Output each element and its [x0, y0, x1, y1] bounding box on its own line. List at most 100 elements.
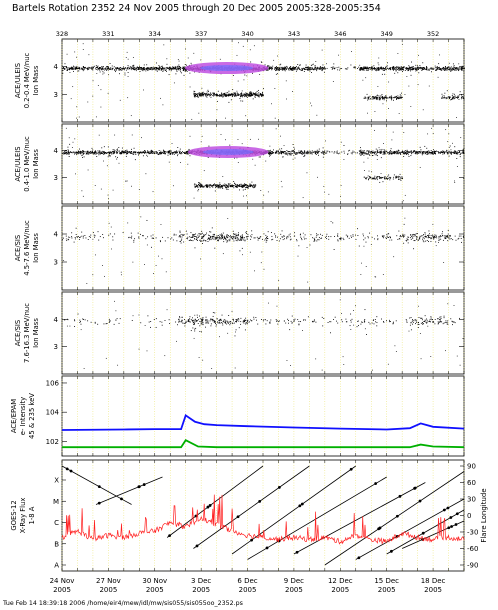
scatter-point — [104, 151, 106, 153]
scatter-point — [194, 96, 196, 98]
scatter-point — [279, 64, 281, 66]
scatter-point — [400, 151, 402, 153]
scatter-point — [441, 68, 443, 70]
scatter-point — [408, 156, 410, 157]
scatter-point — [290, 152, 292, 154]
scatter-point — [178, 64, 180, 66]
scatter-point — [207, 89, 209, 91]
scatter-point — [457, 95, 459, 97]
scatter-point — [274, 117, 276, 119]
scatter-point — [64, 150, 66, 152]
scatter-point — [146, 67, 148, 69]
scatter-point — [234, 94, 236, 96]
scatter-point — [359, 68, 361, 70]
scatter-point — [197, 183, 199, 185]
scatter-point — [276, 66, 277, 68]
scatter-point — [69, 152, 70, 154]
scatter-point — [448, 153, 450, 155]
scatter-point — [426, 66, 428, 68]
scatter-point — [177, 67, 179, 69]
scatter-point — [198, 182, 200, 183]
scatter-point — [399, 67, 401, 68]
scatter-point — [200, 59, 202, 61]
scatter-point — [284, 153, 286, 155]
scatter-point — [333, 63, 335, 65]
scatter-point — [95, 151, 97, 153]
scatter-point — [107, 152, 109, 154]
scatter-point — [448, 66, 450, 68]
scatter-point — [279, 66, 281, 68]
scatter-point — [168, 67, 170, 69]
scatter-point — [373, 152, 375, 154]
scatter-point — [457, 68, 459, 70]
scatter-point — [429, 153, 431, 155]
scatter-point — [146, 69, 148, 71]
scatter-point — [393, 150, 395, 152]
scatter-point — [380, 95, 382, 97]
scatter-point — [149, 151, 151, 153]
scatter-point — [448, 67, 450, 69]
scatter-point — [425, 151, 427, 153]
scatter-point — [352, 150, 354, 152]
scatter-point — [252, 185, 253, 187]
scatter-point — [226, 188, 228, 190]
scatter-point — [231, 185, 233, 187]
scatter-point — [317, 151, 318, 153]
scatter-point — [120, 68, 122, 69]
scatter-point — [311, 150, 313, 152]
scatter-point — [418, 151, 420, 153]
scatter-point — [314, 64, 316, 66]
scatter-point — [269, 145, 271, 147]
scatter-point — [300, 151, 302, 153]
scatter-point — [133, 153, 135, 155]
scatter-point — [159, 153, 161, 155]
scatter-point — [363, 67, 365, 69]
scatter-point — [286, 153, 288, 155]
scatter-point — [178, 152, 180, 154]
scatter-point — [138, 67, 140, 68]
scatter-point — [381, 73, 383, 75]
scatter-point — [423, 151, 425, 152]
scatter-point — [441, 95, 443, 97]
scatter-point — [452, 63, 454, 65]
scatter-point — [232, 94, 234, 95]
scatter-point — [269, 154, 271, 156]
scatter-point — [372, 96, 373, 98]
scatter-point — [453, 65, 455, 67]
scatter-point — [87, 169, 89, 171]
scatter-point — [179, 162, 181, 163]
scatter-point — [268, 154, 270, 155]
scatter-point — [217, 94, 219, 96]
scatter-point — [194, 94, 196, 96]
scatter-point — [445, 97, 447, 99]
scatter-point — [318, 150, 320, 152]
scatter-point — [101, 152, 102, 154]
scatter-point — [445, 97, 447, 99]
scatter-point — [234, 185, 236, 187]
scatter-point — [118, 73, 120, 75]
scatter-point — [149, 151, 151, 153]
scatter-point — [380, 152, 382, 154]
scatter-point — [287, 151, 289, 153]
scatter-point — [276, 151, 278, 153]
scatter-point — [222, 176, 224, 178]
scatter-point — [458, 98, 460, 100]
scatter-point — [148, 69, 150, 71]
scatter-point — [306, 151, 308, 153]
scatter-point — [419, 151, 421, 153]
scatter-point — [448, 69, 450, 71]
scatter-point — [176, 152, 178, 154]
scatter-point — [240, 185, 242, 187]
scatter-point — [401, 92, 402, 94]
scatter-point — [102, 68, 104, 70]
scatter-point — [97, 67, 99, 69]
scatter-point — [174, 68, 176, 70]
scatter-point — [138, 151, 140, 153]
scatter-point — [89, 151, 91, 153]
scatter-point — [132, 57, 134, 58]
scatter-point — [364, 68, 366, 70]
scatter-point — [362, 68, 364, 70]
scatter-point — [76, 151, 78, 153]
scatter-point — [131, 148, 132, 150]
scatter-point — [185, 69, 187, 71]
